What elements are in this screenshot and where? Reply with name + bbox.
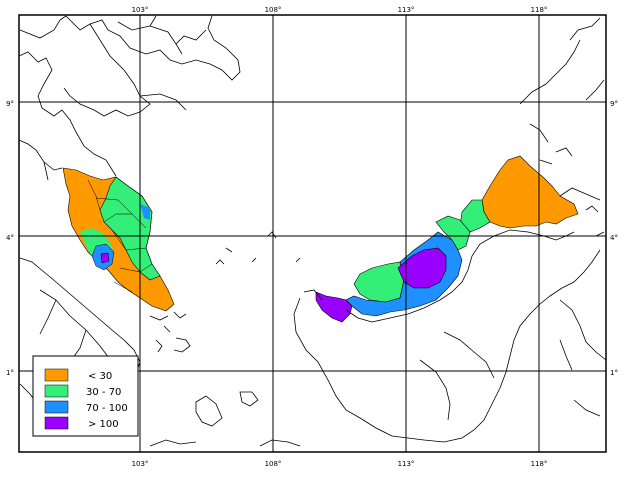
- bottom-lon-label-103: 103°: [132, 460, 149, 468]
- right-lat-label-1: 1°: [610, 369, 618, 377]
- bottom-lon-label-108: 108°: [265, 460, 282, 468]
- left-lat-label-4: 4°: [6, 234, 14, 242]
- legend-swatch-70-100: [44, 400, 69, 414]
- right-lat-label-4: 4°: [610, 234, 618, 242]
- bottom-lon-label-113: 113°: [398, 460, 415, 468]
- legend-swatch-lt30: [44, 368, 69, 382]
- sabah-green-region: [459, 199, 491, 233]
- left-lat-label-9: 9°: [6, 100, 14, 108]
- top-lon-label-103: 103°: [132, 6, 149, 14]
- sarawak-green-north: [435, 215, 471, 251]
- sarawak-purple-region: [397, 247, 447, 289]
- right-lat-label-9: 9°: [610, 100, 618, 108]
- legend-swatch-30-70: [44, 384, 69, 398]
- sarawak-purple-west: [315, 291, 353, 323]
- sabah-orange-region: [481, 155, 579, 229]
- legend-label-70-100: 70 - 100: [86, 403, 128, 414]
- top-lon-label-118: 118°: [531, 6, 548, 14]
- legend-label-lt30: < 30: [88, 371, 112, 382]
- top-lon-label-108: 108°: [265, 6, 282, 14]
- legend-label-30-70: 30 - 70: [86, 387, 121, 398]
- borneo-malaysia-regions: [315, 155, 579, 323]
- left-lat-label-1: 1°: [6, 369, 14, 377]
- graticule: [19, 15, 606, 452]
- peninsular-purple-region: [100, 252, 110, 264]
- peninsular-blue-east: [140, 204, 150, 220]
- legend-swatch-gt100: [44, 416, 69, 430]
- legend-label-gt100: > 100: [88, 419, 119, 430]
- peninsular-malaysia-regions: [62, 167, 175, 312]
- top-lon-label-113: 113°: [398, 6, 415, 14]
- legend: < 30 30 - 70 70 - 100 > 100: [32, 355, 139, 437]
- bottom-lon-label-118: 118°: [531, 460, 548, 468]
